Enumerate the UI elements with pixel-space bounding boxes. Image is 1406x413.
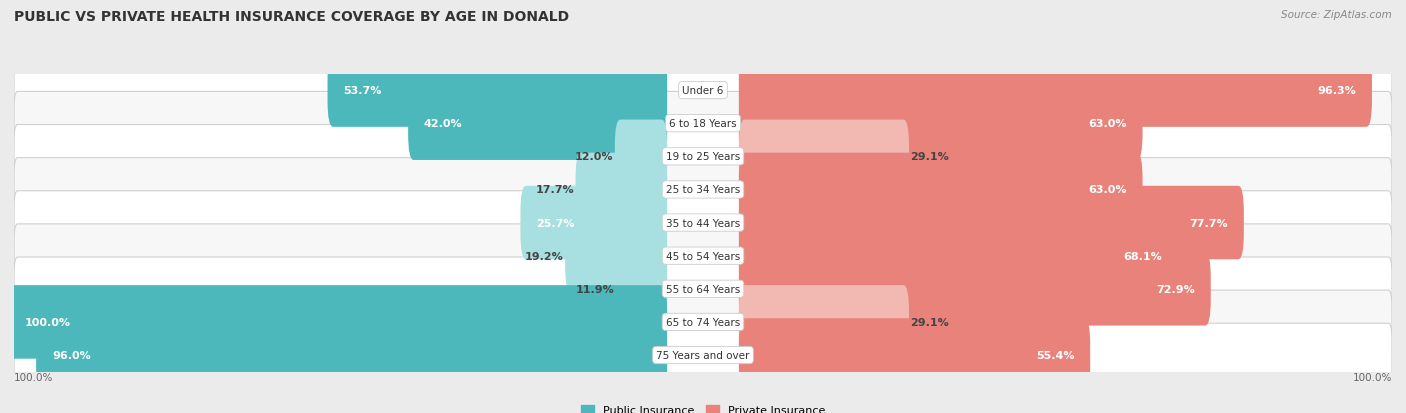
Text: 72.9%: 72.9% bbox=[1156, 284, 1195, 294]
Text: 6 to 18 Years: 6 to 18 Years bbox=[669, 119, 737, 129]
FancyBboxPatch shape bbox=[616, 252, 668, 326]
Text: 53.7%: 53.7% bbox=[343, 86, 382, 96]
FancyBboxPatch shape bbox=[408, 87, 668, 161]
FancyBboxPatch shape bbox=[565, 219, 668, 293]
FancyBboxPatch shape bbox=[37, 318, 668, 392]
FancyBboxPatch shape bbox=[738, 153, 1143, 227]
Text: 100.0%: 100.0% bbox=[14, 372, 53, 382]
FancyBboxPatch shape bbox=[14, 92, 1392, 156]
FancyBboxPatch shape bbox=[614, 120, 668, 194]
Text: 68.1%: 68.1% bbox=[1123, 251, 1161, 261]
FancyBboxPatch shape bbox=[738, 54, 1372, 128]
Text: Source: ZipAtlas.com: Source: ZipAtlas.com bbox=[1281, 10, 1392, 20]
Text: 19.2%: 19.2% bbox=[524, 251, 564, 261]
Text: 75 Years and over: 75 Years and over bbox=[657, 350, 749, 360]
FancyBboxPatch shape bbox=[738, 285, 910, 359]
Legend: Public Insurance, Private Insurance: Public Insurance, Private Insurance bbox=[576, 400, 830, 413]
Text: 55.4%: 55.4% bbox=[1036, 350, 1074, 360]
Text: 17.7%: 17.7% bbox=[536, 185, 574, 195]
FancyBboxPatch shape bbox=[738, 252, 1211, 326]
FancyBboxPatch shape bbox=[738, 87, 1143, 161]
Text: 96.0%: 96.0% bbox=[52, 350, 91, 360]
Text: 55 to 64 Years: 55 to 64 Years bbox=[666, 284, 740, 294]
FancyBboxPatch shape bbox=[14, 323, 1392, 387]
FancyBboxPatch shape bbox=[328, 54, 668, 128]
FancyBboxPatch shape bbox=[14, 59, 1392, 123]
FancyBboxPatch shape bbox=[14, 158, 1392, 222]
Text: 29.1%: 29.1% bbox=[910, 317, 949, 327]
Text: 65 to 74 Years: 65 to 74 Years bbox=[666, 317, 740, 327]
FancyBboxPatch shape bbox=[14, 191, 1392, 255]
FancyBboxPatch shape bbox=[14, 224, 1392, 288]
FancyBboxPatch shape bbox=[14, 257, 1392, 321]
Text: 63.0%: 63.0% bbox=[1088, 185, 1126, 195]
FancyBboxPatch shape bbox=[738, 318, 1090, 392]
Text: Under 6: Under 6 bbox=[682, 86, 724, 96]
FancyBboxPatch shape bbox=[14, 290, 1392, 354]
Text: 63.0%: 63.0% bbox=[1088, 119, 1126, 129]
FancyBboxPatch shape bbox=[520, 186, 668, 260]
Text: PUBLIC VS PRIVATE HEALTH INSURANCE COVERAGE BY AGE IN DONALD: PUBLIC VS PRIVATE HEALTH INSURANCE COVER… bbox=[14, 10, 569, 24]
Text: 96.3%: 96.3% bbox=[1317, 86, 1357, 96]
Text: 25 to 34 Years: 25 to 34 Years bbox=[666, 185, 740, 195]
FancyBboxPatch shape bbox=[738, 120, 910, 194]
FancyBboxPatch shape bbox=[575, 153, 668, 227]
Text: 35 to 44 Years: 35 to 44 Years bbox=[666, 218, 740, 228]
Text: 42.0%: 42.0% bbox=[425, 119, 463, 129]
Text: 12.0%: 12.0% bbox=[575, 152, 613, 162]
Text: 100.0%: 100.0% bbox=[1353, 372, 1392, 382]
Text: 29.1%: 29.1% bbox=[910, 152, 949, 162]
FancyBboxPatch shape bbox=[738, 219, 1178, 293]
Text: 77.7%: 77.7% bbox=[1189, 218, 1227, 228]
FancyBboxPatch shape bbox=[14, 125, 1392, 189]
Text: 100.0%: 100.0% bbox=[24, 317, 70, 327]
FancyBboxPatch shape bbox=[8, 285, 668, 359]
Text: 45 to 54 Years: 45 to 54 Years bbox=[666, 251, 740, 261]
Text: 25.7%: 25.7% bbox=[536, 218, 575, 228]
Text: 11.9%: 11.9% bbox=[575, 284, 614, 294]
FancyBboxPatch shape bbox=[738, 186, 1244, 260]
Text: 19 to 25 Years: 19 to 25 Years bbox=[666, 152, 740, 162]
